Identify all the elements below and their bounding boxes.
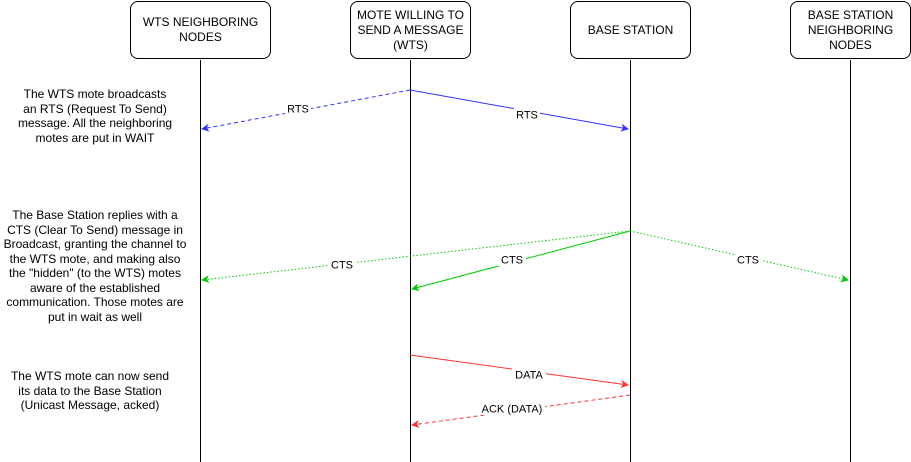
message-rts-base-station-label: RTS: [516, 110, 538, 122]
message-rts-broadcast-label: RTS: [287, 104, 309, 116]
message-cts-wts-label: CTS: [501, 255, 523, 267]
message-cts-bs-neighbors-label: CTS: [737, 255, 759, 267]
message-cts-wts-neighbors-label: CTS: [331, 260, 353, 272]
note-cts: The Base Station replies with a CTS (Cle…: [3, 208, 187, 324]
message-data-label: DATA: [515, 370, 543, 382]
note-data: The WTS mote can now send its data to th…: [10, 369, 170, 412]
message-ack-label: ACK (DATA): [482, 404, 543, 416]
actor-wts-neighboring-nodes: WTS NEIGHBORING NODES: [130, 1, 271, 59]
note-rts: The WTS mote broadcasts an RTS (Request …: [17, 87, 173, 145]
message-cts-wts-neighbors-arrow: [201, 230, 631, 284]
actor-mote-willing-to-send: MOTE WILLING TO SEND A MESSAGE (WTS): [350, 1, 471, 59]
message-ack-arrow: [411, 394, 631, 429]
actor-base-station-neighboring-nodes: BASE STATION NEIGHBORING NODES: [790, 1, 911, 59]
message-cts-bs-neighbors-arrow: [629, 230, 849, 283]
actor-base-station: BASE STATION: [570, 1, 691, 59]
